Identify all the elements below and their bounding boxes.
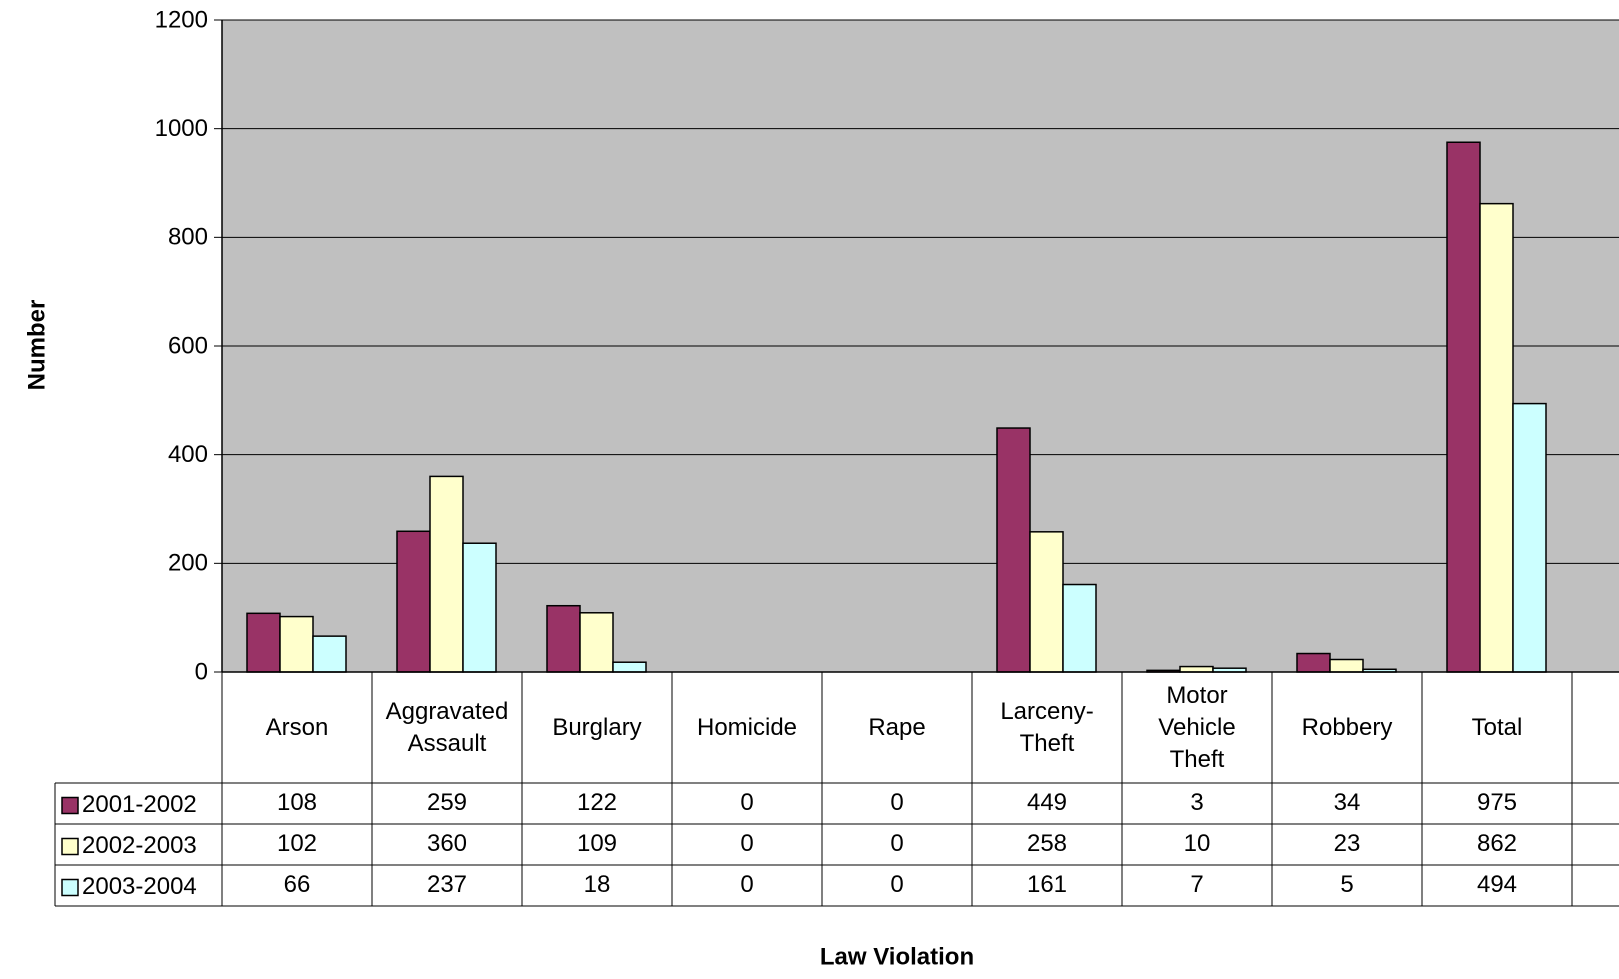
y-tick-label: 600: [168, 332, 208, 359]
bar: [1512, 402, 1547, 673]
category-label: Total: [1472, 714, 1523, 741]
bar: [246, 612, 281, 673]
bar: [1179, 665, 1214, 673]
bar: [1296, 652, 1331, 673]
bar: [462, 542, 497, 673]
y-axis-title: Number: [23, 300, 50, 391]
bar: [1029, 531, 1064, 673]
bar: [279, 615, 314, 673]
table-cell-value: 66: [284, 871, 311, 898]
y-axis-ticks: 0 200 400 600 800 1000 1200: [155, 6, 222, 685]
category-label: Aggravated Assault: [386, 698, 509, 757]
category-label: Homicide: [697, 714, 797, 741]
table-cell-value: 449: [1027, 789, 1067, 816]
category-label: Larceny-Theft: [1000, 698, 1093, 757]
table-cell-value: 862: [1477, 830, 1517, 857]
table-cell-value: 0: [890, 789, 903, 816]
y-tick-label: 200: [168, 550, 208, 577]
table-cell-value: 18: [584, 871, 611, 898]
table-cell-value: 7: [1190, 871, 1203, 898]
bar: [546, 604, 581, 673]
bar: [429, 475, 464, 673]
table-cell-value: 494: [1477, 871, 1517, 898]
table-cell-value: 0: [890, 830, 903, 857]
legend-series-name: 2002-2003: [82, 832, 197, 859]
bar: [996, 427, 1031, 673]
table-cell-value: 259: [427, 789, 467, 816]
table-cell-value: 5: [1340, 871, 1353, 898]
table-cell-value: 258: [1027, 830, 1067, 857]
table-cell-value: 3: [1190, 789, 1203, 816]
bar: [1329, 658, 1364, 673]
table-cell-value: 102: [277, 830, 317, 857]
table-cell-value: 109: [577, 830, 617, 857]
legend-key: [61, 796, 79, 815]
category-label: Rape: [868, 714, 925, 741]
y-tick-label: 1200: [155, 6, 208, 33]
category-label: Burglary: [552, 714, 641, 741]
table-cell-value: 10: [1184, 830, 1211, 857]
y-tick-label: 400: [168, 441, 208, 468]
bar: [312, 635, 347, 673]
table-cell-value: 34: [1334, 789, 1361, 816]
bar: [1479, 202, 1514, 673]
table-cell-value: 122: [577, 789, 617, 816]
legend-series-name: 2001-2002: [82, 791, 197, 818]
legend-key: [61, 878, 79, 897]
table-cell-value: 360: [427, 830, 467, 857]
table-cell-value: 108: [277, 789, 317, 816]
table-cell-value: 975: [1477, 789, 1517, 816]
bar: [1062, 583, 1097, 673]
legend-series-name: 2003-2004: [82, 873, 197, 900]
legend-key: [61, 837, 79, 856]
bar: [396, 530, 431, 673]
data-table: Arson Aggravated Assault Burglary Homicide Ra…: [54, 672, 1619, 907]
table-cell-value: 0: [740, 789, 753, 816]
y-tick-label: 800: [168, 224, 208, 251]
category-label: Robbery: [1302, 714, 1393, 741]
category-label: Arson: [266, 714, 329, 741]
y-tick-label: 0: [195, 658, 208, 685]
bar: [612, 661, 647, 673]
bar: [1446, 141, 1481, 673]
y-tick-label: 1000: [155, 115, 208, 142]
x-axis-title: Law Violation: [820, 943, 974, 970]
table-cell-value: 0: [740, 830, 753, 857]
table-cell-value: 0: [740, 871, 753, 898]
table-cell-value: 0: [890, 871, 903, 898]
bar: [579, 612, 614, 673]
category-label: Motor Vehicle Theft: [1158, 682, 1235, 773]
table-cell-value: 161: [1027, 871, 1067, 898]
table-cell-value: 23: [1334, 830, 1361, 857]
table-cell-value: 237: [427, 871, 467, 898]
